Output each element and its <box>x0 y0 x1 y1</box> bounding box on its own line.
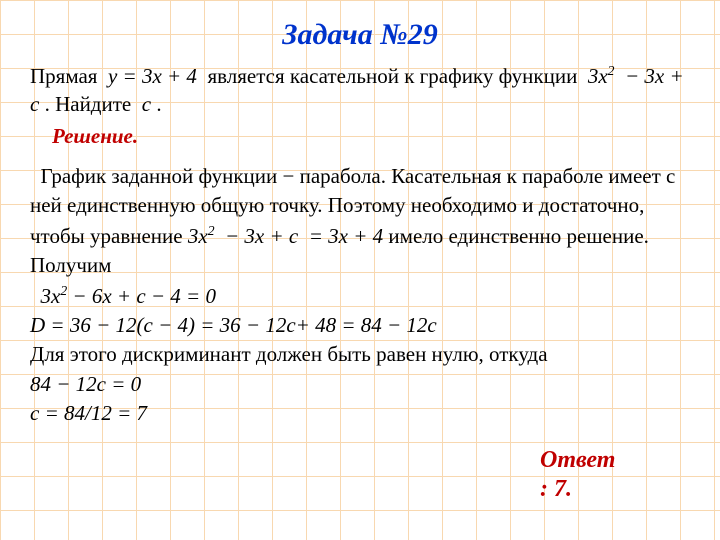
title-prefix: Задача № <box>282 18 407 51</box>
problem-title: Задача №29 <box>0 18 720 52</box>
solution-body: График заданной функции − парабола. Каса… <box>30 162 690 429</box>
answer-block: Ответ : 7. <box>540 446 660 504</box>
answer-label: Ответ <box>540 447 615 473</box>
solution-label: Решение. <box>52 124 138 149</box>
problem-statement: Прямая y = 3x + 4 является касательной к… <box>30 62 690 119</box>
title-number: 29 <box>408 18 438 51</box>
answer-value: : 7. <box>540 476 572 502</box>
